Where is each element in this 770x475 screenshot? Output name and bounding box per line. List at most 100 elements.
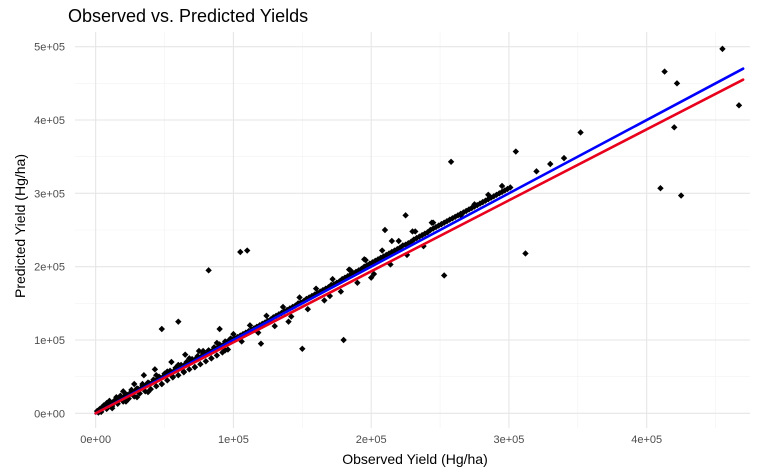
data-point xyxy=(719,45,726,53)
data-point xyxy=(490,193,497,200)
data-point xyxy=(183,358,190,366)
data-point xyxy=(237,248,244,256)
data-point xyxy=(533,168,540,175)
data-point xyxy=(205,267,212,274)
data-point xyxy=(395,237,402,245)
fit-line xyxy=(94,78,745,415)
data-point xyxy=(657,185,664,192)
data-point xyxy=(140,372,148,379)
data-point xyxy=(440,272,448,279)
data-point xyxy=(388,248,396,256)
data-point xyxy=(186,355,193,362)
data-point xyxy=(296,294,303,301)
data-point xyxy=(175,372,182,379)
data-point xyxy=(370,270,378,278)
data-point xyxy=(378,247,386,254)
y-tick-label: 5e+05 xyxy=(34,42,65,54)
data-point xyxy=(402,212,409,219)
data-point xyxy=(139,380,146,388)
data-point xyxy=(131,380,138,388)
data-point xyxy=(175,361,182,369)
data-point xyxy=(367,274,375,281)
data-point xyxy=(735,102,743,109)
data-point xyxy=(213,339,221,347)
data-point xyxy=(202,358,210,365)
x-tick-label: 1e+05 xyxy=(218,434,249,446)
y-tick-label: 4e+05 xyxy=(34,115,65,127)
data-point xyxy=(199,347,207,355)
data-point xyxy=(246,322,254,329)
data-point xyxy=(144,388,152,396)
data-point xyxy=(158,380,165,388)
data-point xyxy=(321,297,328,304)
data-point xyxy=(485,191,492,198)
y-tick-label: 3e+05 xyxy=(34,188,65,200)
data-point xyxy=(257,340,265,347)
data-point xyxy=(288,313,295,320)
data-point xyxy=(113,394,120,401)
data-point xyxy=(438,220,445,228)
data-point xyxy=(507,184,514,191)
data-point xyxy=(429,219,437,226)
data-point xyxy=(186,366,193,373)
data-point xyxy=(498,188,506,196)
y-axis-title: Predicted Yield (Hg/ha) xyxy=(12,154,28,298)
data-point xyxy=(337,288,345,295)
data-point xyxy=(230,330,237,338)
data-point xyxy=(409,228,416,235)
data-point xyxy=(122,398,130,405)
data-point xyxy=(285,318,292,325)
data-point xyxy=(312,285,320,292)
data-point xyxy=(195,347,203,355)
data-point xyxy=(407,238,415,245)
data-point xyxy=(216,325,223,333)
identity-line xyxy=(94,67,745,415)
data-point xyxy=(197,361,204,368)
data-point xyxy=(479,198,486,206)
x-tick-label: 4e+05 xyxy=(631,434,662,446)
data-point xyxy=(304,306,312,313)
data-point xyxy=(468,204,475,212)
data-point xyxy=(329,275,336,283)
data-point xyxy=(673,80,681,87)
x-tick-label: 3e+05 xyxy=(493,434,524,446)
data-point xyxy=(271,322,278,330)
data-point xyxy=(361,256,368,263)
x-tick-label: 0e+00 xyxy=(80,434,111,446)
data-point xyxy=(133,394,141,401)
chart-title: Observed vs. Predicted Yields xyxy=(68,6,309,26)
data-point xyxy=(158,325,165,333)
y-tick-label: 0e+00 xyxy=(34,408,65,420)
data-point xyxy=(447,158,455,165)
data-point xyxy=(547,160,554,168)
y-tick-label: 1e+05 xyxy=(34,335,65,347)
data-point xyxy=(418,231,426,239)
data-point xyxy=(340,336,347,344)
data-point xyxy=(213,352,221,359)
data-point xyxy=(153,372,160,379)
data-point xyxy=(168,358,175,366)
data-point xyxy=(191,363,199,371)
data-point xyxy=(106,397,113,405)
data-point xyxy=(577,129,584,136)
y-tick-label: 2e+05 xyxy=(34,262,65,274)
data-point xyxy=(512,148,520,155)
data-point xyxy=(182,351,189,358)
x-tick-label: 2e+05 xyxy=(356,434,387,446)
data-point xyxy=(120,388,127,395)
data-point xyxy=(243,247,251,254)
data-point xyxy=(677,192,685,199)
data-point xyxy=(671,124,678,131)
data-point xyxy=(498,182,506,190)
x-axis-title: Observed Yield (Hg/ha) xyxy=(342,451,488,467)
data-point xyxy=(449,215,456,222)
data-point xyxy=(151,366,159,373)
data-point xyxy=(560,154,568,162)
data-point xyxy=(164,377,171,384)
data-point xyxy=(153,383,160,390)
data-point xyxy=(347,267,354,274)
data-point xyxy=(381,226,389,234)
data-point xyxy=(279,303,287,311)
